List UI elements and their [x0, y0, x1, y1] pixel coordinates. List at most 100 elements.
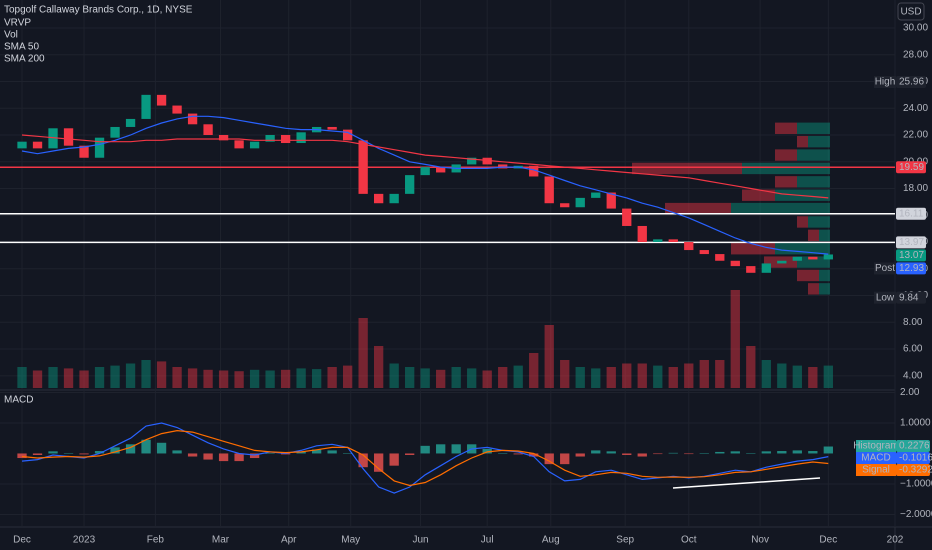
- histogram-bar: [606, 451, 616, 454]
- volume-bar: [280, 369, 291, 388]
- profile-down: [797, 269, 819, 282]
- currency-button[interactable]: [897, 2, 925, 21]
- candle: [63, 128, 74, 146]
- volume-bar: [622, 363, 632, 388]
- profile-down: [665, 202, 731, 215]
- histogram-bar: [94, 451, 105, 454]
- tag-name-box: [856, 464, 896, 476]
- price-tag: [896, 161, 926, 174]
- candle: [808, 256, 818, 260]
- sma-line: [21, 134, 829, 199]
- macd-line: [21, 429, 829, 487]
- candle: [730, 260, 740, 267]
- tag-name: Post: [875, 263, 895, 274]
- y-tick-label: 22.00: [903, 130, 928, 141]
- volume-bar: [699, 360, 709, 388]
- volume-bar: [575, 367, 585, 388]
- profile-up: [819, 229, 830, 242]
- x-tick-label: Apr: [281, 535, 297, 546]
- candle: [467, 157, 477, 165]
- profile-up: [797, 256, 830, 268]
- price-tag: [896, 236, 926, 249]
- histogram-bar: [637, 453, 647, 457]
- y-tick-label: 18.00: [903, 183, 928, 194]
- tag-name-box: [874, 262, 896, 275]
- y-tick-label: 30.00: [903, 23, 928, 34]
- volume-bar: [544, 325, 554, 388]
- volume-bar: [591, 368, 601, 388]
- price-tag: [896, 249, 926, 262]
- x-tick-label: 2023: [73, 535, 96, 546]
- histogram-bar: [358, 453, 368, 468]
- candle: [203, 124, 213, 135]
- histogram-bar: [48, 451, 58, 454]
- volume-bar: [777, 363, 787, 388]
- volume-bar: [513, 365, 523, 388]
- price-tag-label: 25.96: [899, 77, 924, 88]
- value-tag: [896, 440, 930, 452]
- volume-bar: [249, 369, 260, 388]
- histogram-bar: [746, 453, 756, 454]
- x-tick-label: May: [341, 535, 360, 546]
- tag-name: High: [875, 77, 896, 88]
- volume-bar: [808, 367, 818, 388]
- histogram-bar: [560, 453, 570, 465]
- y-tick-label: −2.0000: [900, 509, 932, 520]
- histogram-bar: [32, 453, 43, 455]
- x-tick-label: Jul: [481, 535, 494, 546]
- volume-bar: [311, 369, 322, 388]
- profile-down: [775, 122, 797, 134]
- histogram-bar: [17, 453, 27, 459]
- histogram-bar: [172, 450, 182, 454]
- candle: [436, 167, 446, 173]
- candle: [187, 113, 198, 125]
- volume-bar: [436, 369, 446, 388]
- histogram-bar: [699, 453, 709, 454]
- volume-bar: [761, 360, 771, 388]
- volume-bar: [498, 367, 508, 388]
- currency[interactable]: USD: [900, 7, 921, 18]
- histogram-bar: [79, 453, 89, 455]
- histogram-bar: [761, 451, 771, 454]
- volume-bar: [792, 365, 802, 388]
- candle: [156, 94, 167, 106]
- volume-bar: [451, 367, 461, 388]
- histogram-bar: [203, 453, 213, 460]
- histogram-bar: [187, 453, 198, 457]
- profile-up: [819, 269, 830, 282]
- histogram-bar: [141, 439, 151, 454]
- volume-bar: [374, 346, 384, 388]
- candle: [172, 105, 182, 114]
- profile-up: [797, 176, 830, 188]
- profile-up: [808, 216, 830, 228]
- volume-bar: [125, 363, 136, 388]
- candle: [591, 192, 601, 198]
- profile-down: [632, 162, 742, 175]
- profile-down: [808, 229, 819, 242]
- histogram-bar: [156, 442, 167, 454]
- candle: [296, 132, 306, 144]
- profile-down: [775, 176, 797, 188]
- volume-bar: [203, 369, 213, 388]
- candle: [560, 203, 570, 208]
- candle: [498, 164, 508, 169]
- x-tick-label: Dec: [13, 535, 31, 546]
- tag-name-box: [874, 291, 896, 304]
- candle: [358, 140, 368, 194]
- y-tick-label: −1.0000: [900, 479, 932, 490]
- profile-up: [797, 149, 830, 161]
- tag-name: Signal: [862, 465, 890, 476]
- histogram-bar: [622, 453, 632, 455]
- histogram-bar: [777, 451, 787, 454]
- histogram-bar: [389, 453, 399, 466]
- histogram-bar: [249, 453, 260, 459]
- x-tick-label: Jun: [412, 535, 428, 546]
- value-tag-label: 0.2276: [899, 441, 930, 452]
- volume-bar: [110, 365, 120, 388]
- tag-name: Histogram: [853, 441, 899, 452]
- volume-bar: [467, 368, 477, 388]
- candle: [125, 118, 136, 127]
- histogram-bar: [110, 447, 120, 454]
